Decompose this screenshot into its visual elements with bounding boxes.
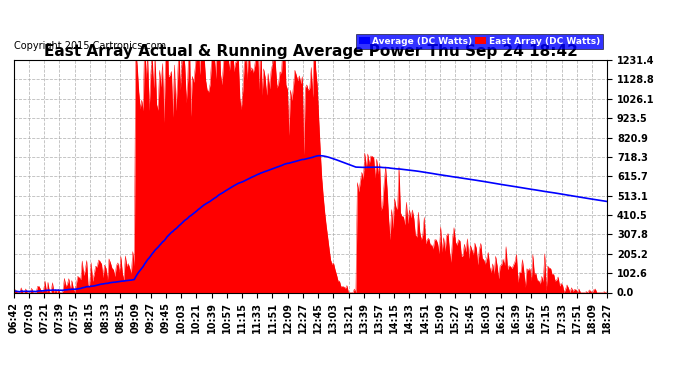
Text: Copyright 2015 Cartronics.com: Copyright 2015 Cartronics.com	[14, 41, 166, 51]
Legend: Average (DC Watts), East Array (DC Watts): Average (DC Watts), East Array (DC Watts…	[356, 34, 602, 49]
Title: East Array Actual & Running Average Power Thu Sep 24 18:42: East Array Actual & Running Average Powe…	[43, 44, 578, 59]
